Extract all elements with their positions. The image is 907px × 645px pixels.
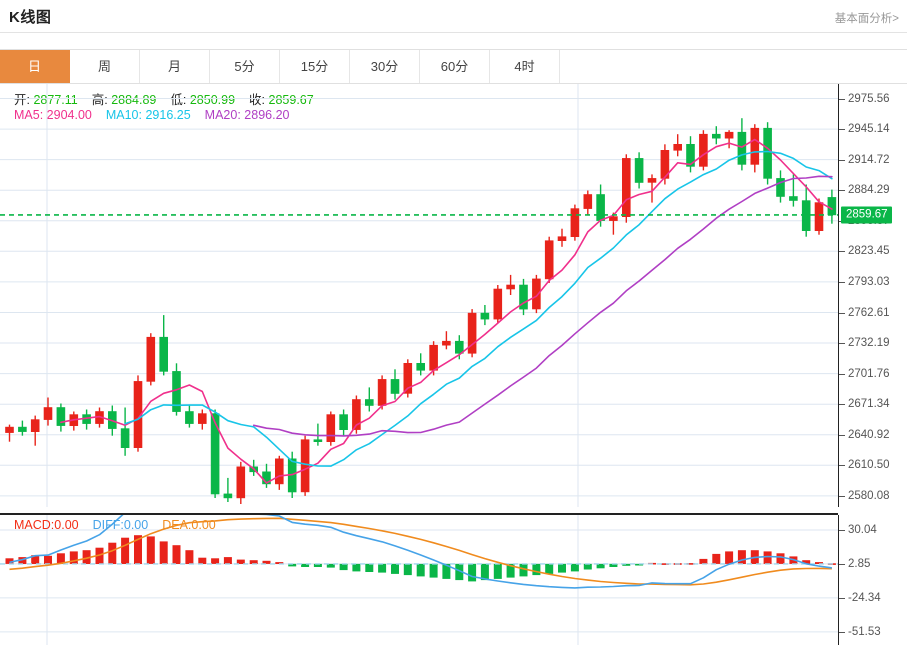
period-tab-4[interactable]: 5分 [210, 50, 280, 83]
period-tab-6[interactable]: 30分 [350, 50, 420, 83]
macd-axis-tickmark [839, 631, 845, 633]
period-tab-7[interactable]: 60分 [420, 50, 490, 83]
ma-legend-item-1: MA5: 2904.00 [14, 108, 92, 122]
price-axis-label: 2671.34 [848, 398, 890, 411]
price-axis-label: 2823.45 [848, 245, 890, 258]
price-axis-label: 2640.92 [848, 428, 890, 441]
price-axis-label: 2762.61 [848, 306, 890, 319]
panel-divider [0, 513, 838, 515]
macd-axis-label: -51.53 [848, 625, 881, 638]
candlestick-chart [0, 84, 838, 507]
ohlc-legend-label: 低: [170, 93, 187, 107]
macd-legend: MACD:0.00 DIFF:0.00 DEA:0.00 [0, 518, 216, 532]
ma-legend-value: 2904.00 [46, 108, 92, 122]
price-axis-tickmark [839, 98, 845, 100]
price-axis: 2975.562945.142914.722884.292853.872823.… [839, 84, 907, 507]
ma-legend-item-2: MA10: 2916.25 [106, 108, 191, 122]
ma-legend-value: 2896.20 [244, 108, 290, 122]
ohlc-legend-label: 开: [14, 93, 30, 107]
header-divider [0, 32, 907, 33]
ohlc-legend-value: 2850.99 [189, 93, 236, 107]
price-axis-tickmark [839, 373, 845, 375]
ohlc-legend-item-2: 高: 2884.89 [92, 93, 157, 107]
macd-axis-tickmark [839, 563, 845, 565]
period-tab-2[interactable]: 周 [70, 50, 140, 83]
price-axis-tickmark [839, 343, 845, 344]
macd-axis-tickmark [839, 530, 845, 531]
ma-legend-item-3: MA20: 2896.20 [205, 108, 290, 122]
ohlc-legend-value: 2877.11 [33, 93, 78, 107]
ohlc-legend-item-3: 低: 2850.99 [170, 93, 235, 107]
price-axis-label: 2701.76 [848, 367, 890, 380]
ohlc-legend-label: 收: [249, 93, 266, 107]
price-axis-tickmark [839, 129, 845, 131]
ohlc-legend-label: 高: [91, 93, 108, 107]
macd-legend-value: 0.00 [191, 518, 216, 532]
price-axis-tickmark [839, 159, 845, 161]
macd-axis-label: -24.34 [848, 591, 881, 604]
ohlc-legend: 开: 2877.11 高: 2884.89 低: 2850.99 收: 2859.67 [0, 89, 840, 107]
price-axis-tickmark [839, 404, 845, 406]
macd-axis-separator [838, 515, 839, 645]
tab-bar-filler [560, 50, 907, 83]
period-tab-3[interactable]: 月 [140, 50, 210, 83]
macd-legend-value: 0.00 [54, 518, 79, 532]
last-price-badge: 2859.67 [841, 206, 892, 224]
ma-legend-label: MA5: [14, 108, 44, 122]
price-axis-label: 2732.19 [848, 337, 890, 349]
price-axis-separator [838, 84, 839, 507]
price-chart-panel[interactable] [0, 84, 838, 507]
price-axis-label: 2884.29 [848, 184, 890, 197]
macd-chart [0, 515, 838, 645]
macd-legend-label: MACD: [14, 518, 55, 532]
macd-legend-label: DIFF: [92, 518, 124, 532]
macd-axis-label: 2.85 [848, 557, 871, 570]
price-axis-label: 2914.72 [848, 153, 890, 166]
fundamental-analysis-link[interactable]: 基本面分析> [834, 13, 899, 25]
price-axis-label: 2610.50 [848, 459, 890, 472]
price-axis-tickmark [839, 281, 845, 283]
macd-axis-tickmark [839, 597, 845, 599]
ma-legend-label: MA10: [105, 108, 142, 122]
period-tab-1[interactable]: 日 [0, 50, 70, 83]
ohlc-legend-value: 2859.67 [268, 93, 314, 107]
period-tab-bar: 日周月 5分 15分 30分 60分 4时 [0, 49, 907, 84]
price-axis-tickmark [839, 251, 845, 253]
ohlc-legend-item-1: 开: 2877.11 [14, 93, 78, 107]
price-axis-label: 2975.56 [848, 92, 890, 105]
macd-legend-item-1: MACD:0.00 [14, 518, 79, 532]
price-axis-tickmark [839, 465, 845, 467]
price-axis-tickmark [839, 190, 845, 192]
macd-legend-item-3: DEA:0.00 [162, 518, 216, 532]
macd-legend-value: 0.00 [123, 518, 149, 532]
price-axis-tickmark [839, 434, 845, 436]
ohlc-legend-value: 2884.89 [111, 93, 157, 107]
ma-legend-value: 2916.25 [145, 108, 191, 122]
period-tab-8[interactable]: 4时 [490, 50, 560, 83]
macd-legend-item-2: DIFF:0.00 [93, 518, 149, 532]
page-title: K线图 [9, 9, 52, 26]
macd-axis-label: 30.04 [848, 524, 877, 536]
period-tab-5[interactable]: 15分 [280, 50, 350, 83]
ma-legend-label: MA20: [204, 108, 241, 122]
macd-axis: 30.04 2.85 -24.34 -51.53 [839, 515, 907, 645]
price-axis-label: 2580.08 [848, 489, 890, 502]
ohlc-legend-item-4: 收: 2859.67 [249, 93, 314, 107]
page-header: K线图 基本面分析> [0, 0, 907, 33]
price-axis-tickmark [839, 495, 845, 497]
price-axis-tickmark [839, 312, 845, 314]
price-axis-label: 2945.14 [848, 123, 890, 136]
macd-chart-panel[interactable]: MACD:0.00 DIFF:0.00 DEA:0.00 [0, 515, 838, 645]
macd-legend-label: DEA: [162, 518, 192, 532]
price-axis-label: 2793.03 [848, 275, 890, 288]
moving-average-legend: MA5: 2904.00 MA10: 2916.25 MA20: 2896.20 [0, 108, 840, 124]
